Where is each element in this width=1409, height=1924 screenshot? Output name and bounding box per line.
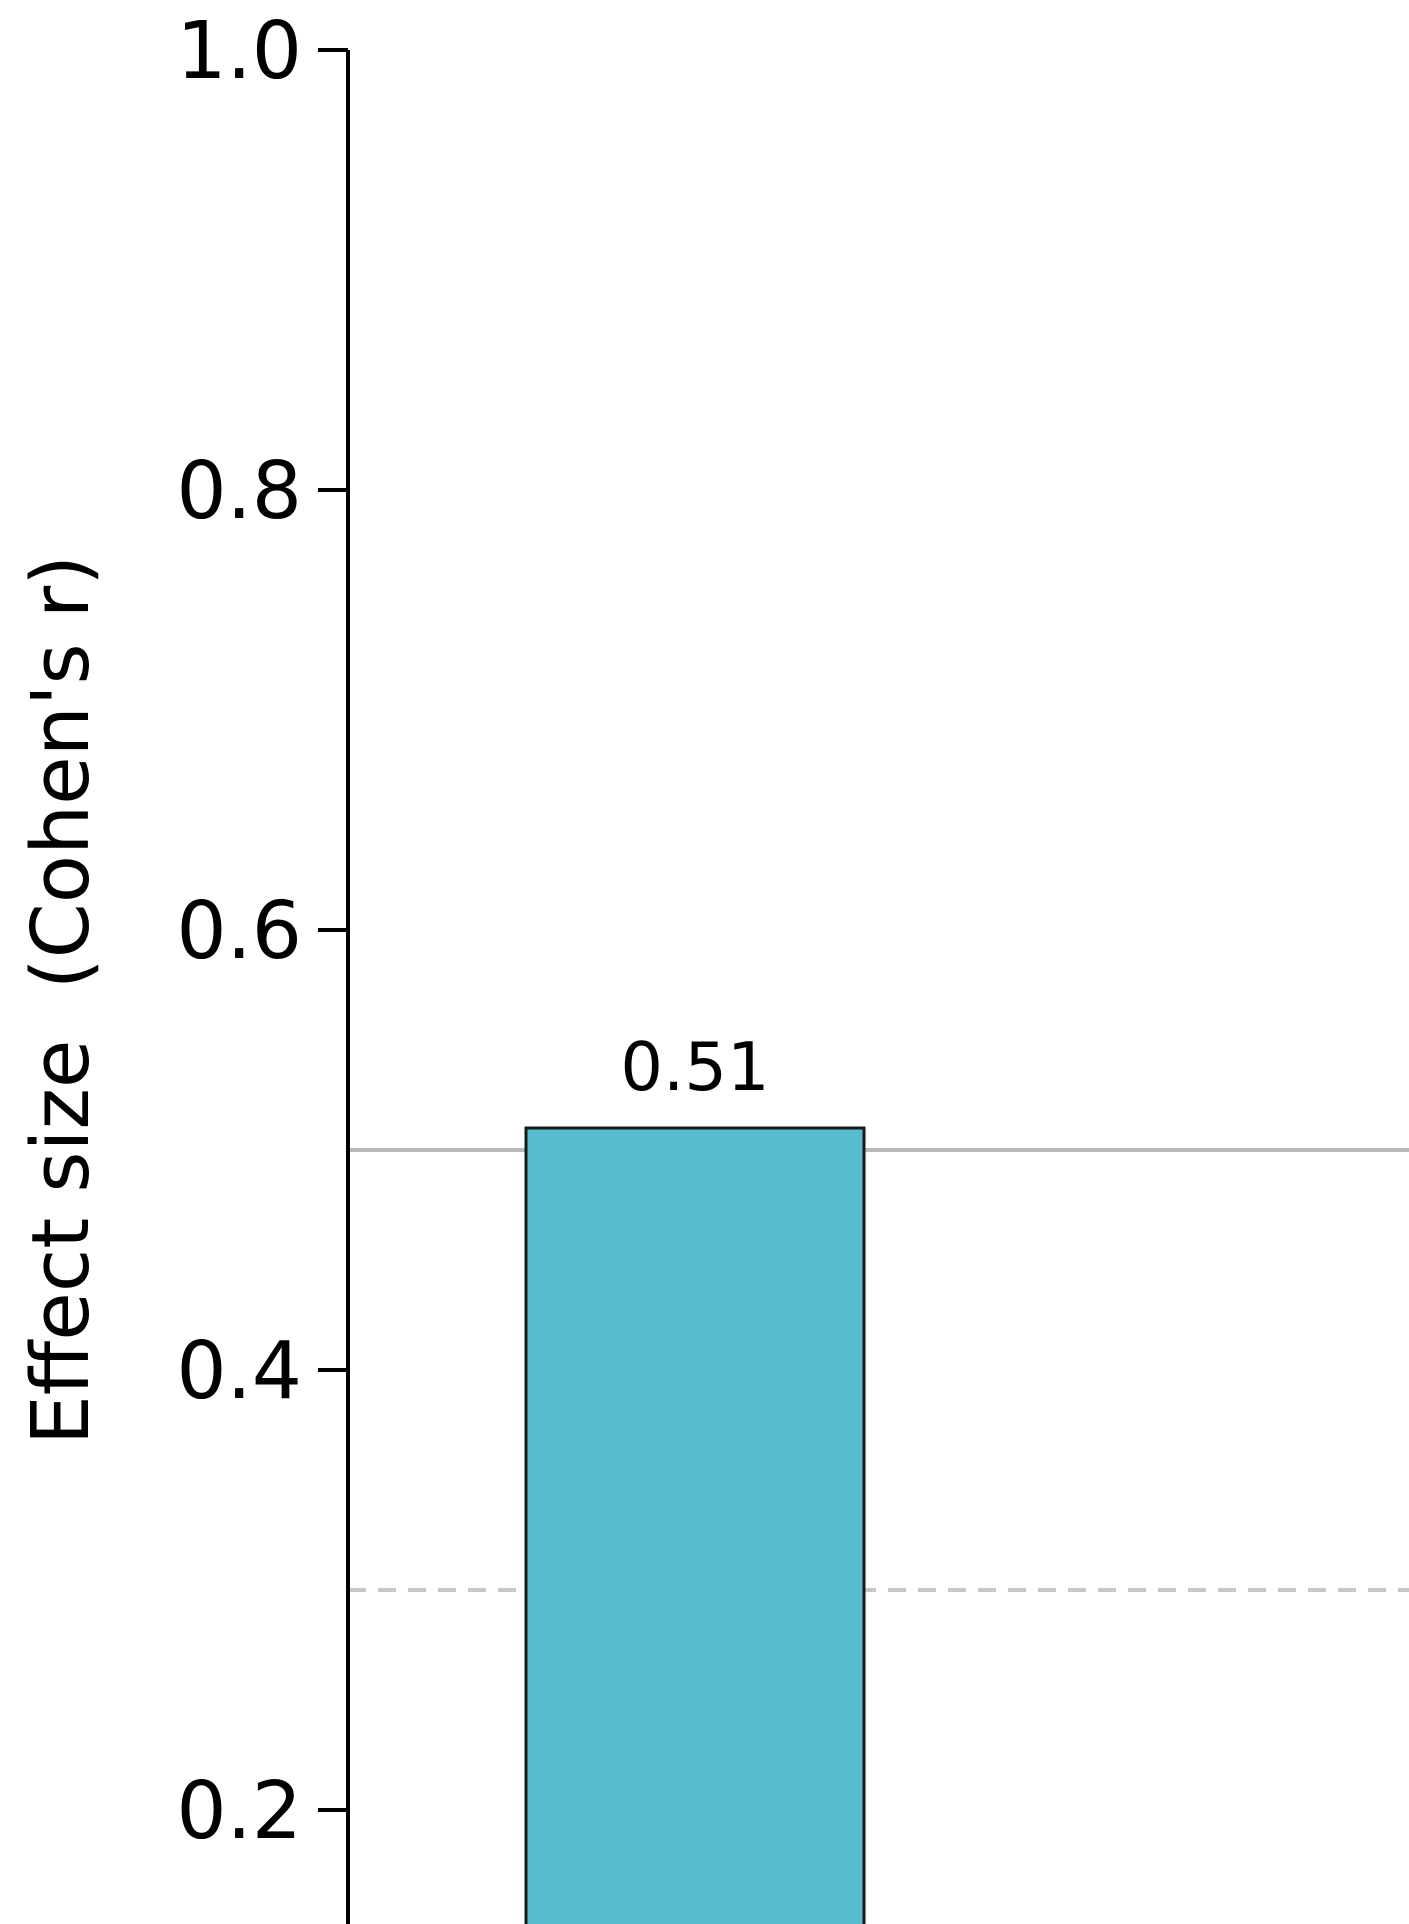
y-axis: 0.2 0.4 0.6 0.8 1.0 (176, 5, 350, 1924)
y-tick-label: 1.0 (176, 5, 302, 97)
y-tick-label: 0.4 (176, 1325, 302, 1417)
data-labels: 0.51 (620, 1028, 769, 1106)
y-tick-label: 0.8 (176, 445, 302, 537)
reference-lines (348, 1148, 1409, 1592)
y-ticks: 0.2 0.4 0.6 0.8 1.0 (176, 5, 348, 1857)
y-tick-label: 0.2 (176, 1765, 302, 1857)
y-tick-label: 0.6 (176, 885, 302, 977)
bars (524, 1126, 866, 1924)
y-axis-title: Effect size (Cohen's r) (15, 555, 107, 1445)
bar-value-label: 0.51 (620, 1028, 769, 1106)
bar (524, 1126, 866, 1924)
